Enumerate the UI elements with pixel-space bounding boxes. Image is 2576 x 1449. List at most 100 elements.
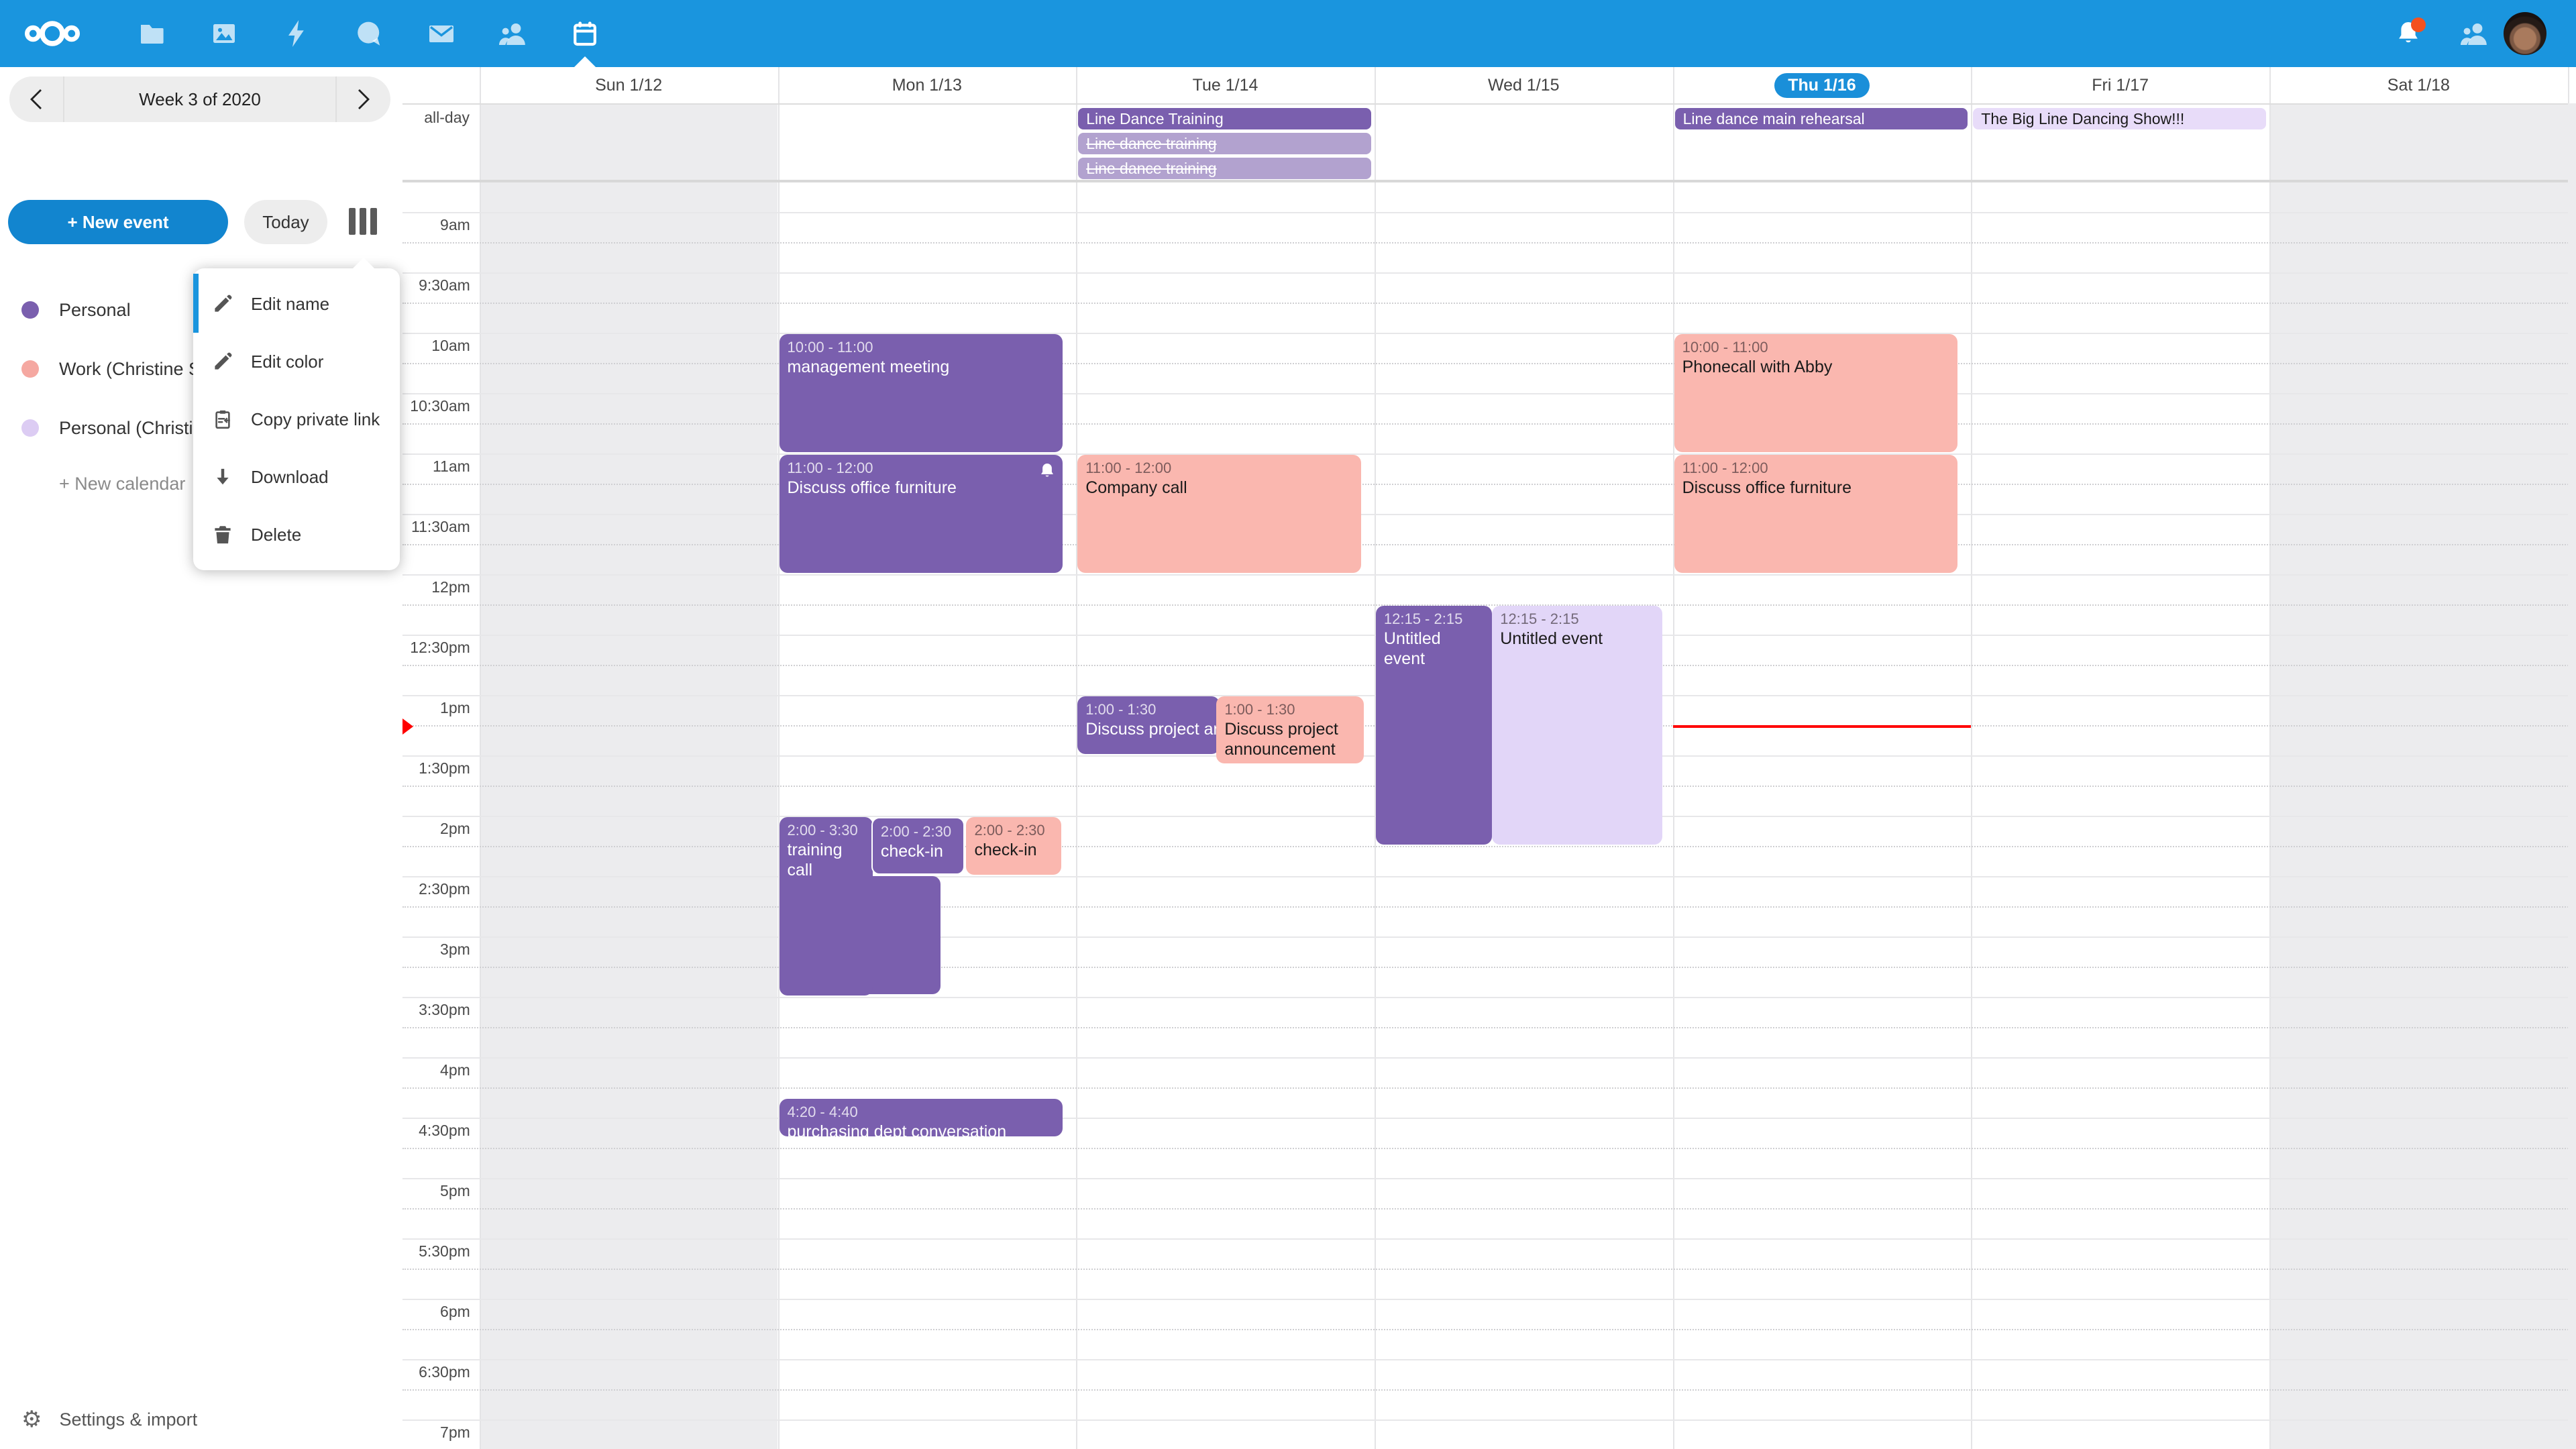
menu-item-edit-name[interactable]: Edit name <box>193 275 400 333</box>
calendar-list-item[interactable]: Work (Christine S <box>0 339 402 398</box>
calendar-event[interactable]: 10:00 - 11:00 Phonecall with Abby <box>1674 334 1958 452</box>
photos-app-icon[interactable] <box>195 0 254 67</box>
calendar-event[interactable]: 1:00 - 1:30 Discuss project announcement <box>1077 696 1220 754</box>
slot-minor-line <box>402 1269 2576 1270</box>
slot-line <box>402 272 2576 274</box>
slot-minor-line <box>402 544 2576 545</box>
slot-minor-line <box>402 1389 2576 1391</box>
view-switcher-icon[interactable] <box>349 208 378 235</box>
all-day-event[interactable]: Line dance training <box>1078 158 1371 180</box>
previous-week-button[interactable] <box>9 76 63 122</box>
reminder-bell-icon <box>1038 460 1056 485</box>
menu-item-label: Delete <box>251 524 302 545</box>
contacts-app-icon[interactable] <box>483 0 542 67</box>
event-time: 1:00 - 1:30 <box>1085 701 1157 718</box>
next-week-button[interactable] <box>337 76 390 122</box>
menu-item-label: Edit name <box>251 293 330 314</box>
time-axis-label: 10am <box>431 337 470 354</box>
talk-app-icon[interactable] <box>339 0 398 67</box>
menu-item-delete[interactable]: Delete <box>193 506 400 564</box>
new-calendar-button[interactable]: + New calendar <box>59 474 186 494</box>
calendar-event[interactable]: 2:00 - 2:30 check-in <box>871 817 965 875</box>
new-event-button[interactable]: + New event <box>8 200 228 244</box>
event-time: 11:00 - 12:00 <box>1085 460 1172 476</box>
pencil-icon <box>212 352 233 372</box>
time-axis-label: 4pm <box>440 1061 470 1079</box>
calendar-event[interactable]: 10:00 - 11:00 management meeting <box>779 334 1063 452</box>
menu-focus-indicator <box>193 274 199 333</box>
column-border <box>1971 67 1973 1449</box>
time-axis-label: 9:30am <box>419 276 470 294</box>
calendar-event[interactable]: 11:00 - 12:00 Company call <box>1077 455 1361 573</box>
week-navigation: Week 3 of 2020 <box>9 76 390 122</box>
event-time: 1:00 - 1:30 <box>1224 701 1295 718</box>
menu-item-label: Edit color <box>251 351 324 372</box>
gear-icon: ⚙ <box>21 1407 42 1432</box>
all-day-event[interactable]: Line Dance Training <box>1078 108 1371 129</box>
event-time: 10:00 - 11:00 <box>1682 339 1768 356</box>
calendar-event[interactable]: 11:00 - 12:00 Discuss office furniture <box>779 455 1063 573</box>
day-header[interactable]: Sun 1/12 <box>595 75 663 95</box>
slot-line <box>402 1178 2576 1179</box>
calendar-event[interactable]: 12:15 - 2:15 Untitled event <box>1492 606 1662 845</box>
day-header[interactable]: Tue 1/14 <box>1192 75 1258 95</box>
event-title: management meeting <box>787 358 950 376</box>
header-divider <box>402 103 2576 105</box>
slot-minor-line <box>402 604 2576 606</box>
time-axis-label: 9am <box>440 216 470 233</box>
time-axis-label: 6pm <box>440 1303 470 1320</box>
today-pill: Thu 1/16 <box>1774 72 1870 98</box>
calendar-event[interactable]: 1:00 - 1:30 Discuss project announcement <box>1216 696 1364 763</box>
calendar-name: Work (Christine S <box>59 358 201 379</box>
all-day-event[interactable]: Line dance main rehearsal <box>1674 108 1968 129</box>
event-title: Discuss office furniture <box>787 478 957 497</box>
event-time: 11:00 - 12:00 <box>787 460 873 476</box>
calendar-event[interactable]: 12:15 - 2:15 Untitled event <box>1375 606 1493 845</box>
weekend-column-shade <box>2269 103 2568 1449</box>
slot-minor-line <box>402 1148 2576 1149</box>
day-header[interactable]: Thu 1/16 <box>1673 67 1972 103</box>
slot-minor-line <box>402 242 2576 244</box>
time-axis-label: 4:30pm <box>419 1122 470 1139</box>
nextcloud-logo[interactable] <box>13 0 91 67</box>
slot-line <box>402 1118 2576 1119</box>
calendar-color-dot <box>21 419 39 437</box>
user-avatar[interactable] <box>2504 12 2546 55</box>
calendar-event[interactable]: 11:00 - 12:00 Discuss office furniture <box>1674 455 1958 573</box>
column-border <box>479 67 481 1449</box>
contacts-menu-icon[interactable] <box>2445 0 2504 67</box>
time-axis-label: 2:30pm <box>419 880 470 898</box>
day-header[interactable]: Fri 1/17 <box>2092 75 2149 95</box>
calendar-event[interactable]: 2:00 - 2:30 check-in <box>966 817 1062 875</box>
slot-minor-line <box>402 363 2576 364</box>
slot-minor-line <box>402 967 2576 968</box>
slot-line <box>402 574 2576 576</box>
slot-minor-line <box>402 1027 2576 1028</box>
menu-item-edit-color[interactable]: Edit color <box>193 333 400 390</box>
settings-import-button[interactable]: ⚙ Settings & import <box>21 1406 197 1433</box>
day-header[interactable]: Mon 1/13 <box>892 75 962 95</box>
slot-line <box>402 1299 2576 1300</box>
event-title: Company call <box>1085 478 1187 497</box>
all-day-event[interactable]: Line dance training <box>1078 133 1371 155</box>
slot-line <box>402 936 2576 938</box>
all-day-event[interactable]: The Big Line Dancing Show!!! <box>1973 108 2266 129</box>
mail-app-icon[interactable] <box>412 0 471 67</box>
calendar-list-item[interactable]: Personal (Christi <box>0 398 402 458</box>
calendar-event[interactable]: 4:20 - 4:40 purchasing dept conversation <box>779 1099 1063 1136</box>
calendar-app-icon[interactable] <box>555 0 614 67</box>
menu-item-download[interactable]: Download <box>193 448 400 506</box>
day-header[interactable]: Sat 1/18 <box>2387 75 2450 95</box>
calendar-event[interactable]: 2:00 - 3:30 training call <box>779 817 873 996</box>
files-app-icon[interactable] <box>122 0 181 67</box>
notifications-icon[interactable] <box>2379 0 2438 67</box>
event-title: check-in <box>974 841 1037 859</box>
activity-app-icon[interactable] <box>267 0 326 67</box>
week-label[interactable]: Week 3 of 2020 <box>63 76 337 122</box>
menu-item-copy-private-link[interactable]: Copy private link <box>193 390 400 448</box>
scrollbar-track[interactable] <box>2568 103 2576 1449</box>
slot-line <box>402 1359 2576 1360</box>
day-header[interactable]: Wed 1/15 <box>1487 75 1560 95</box>
today-button[interactable]: Today <box>244 200 327 244</box>
